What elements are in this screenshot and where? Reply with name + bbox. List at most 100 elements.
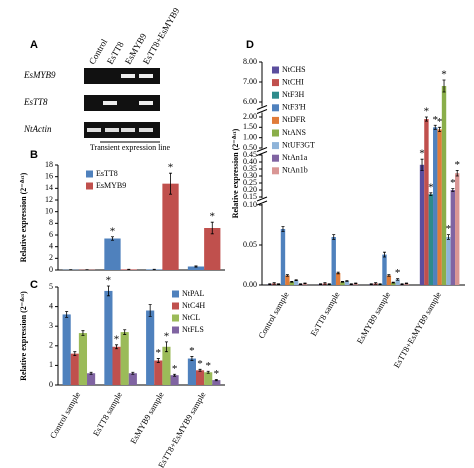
legend-swatch: [86, 170, 93, 178]
y-tick-label: 0.25: [243, 178, 257, 187]
y-tick-label: 0.30: [243, 171, 257, 180]
y-tick-label: 0: [49, 380, 53, 389]
error-bar: [190, 356, 194, 361]
error-bar: [281, 226, 285, 232]
bar: [162, 346, 171, 385]
significance-mark: *: [172, 363, 178, 375]
bar: [302, 283, 308, 285]
bar: [386, 275, 392, 285]
y-tick-label: 18: [45, 160, 53, 169]
significance-mark: *: [110, 225, 116, 237]
bar: [70, 353, 79, 385]
y-tick-label: 16: [45, 171, 53, 180]
bar: [331, 237, 336, 285]
error-bar: [369, 283, 373, 285]
error-bar: [387, 274, 391, 277]
legend-swatch: [172, 302, 179, 310]
bar: [424, 119, 429, 285]
error-bar: [420, 158, 424, 171]
gel-band: [105, 128, 119, 132]
legend-label: NtAn1b: [282, 166, 308, 175]
x-tick-label: EsTT8+EsMYB9 sample: [156, 390, 208, 468]
bar: [428, 194, 434, 285]
y-tick-label: 12: [45, 195, 53, 204]
bar: [344, 281, 350, 285]
bar: [187, 358, 196, 385]
error-bar: [303, 282, 307, 285]
bar: [446, 237, 451, 285]
error-bar: [378, 283, 382, 285]
y-tick-label: 7.00: [243, 77, 257, 86]
gel-band: [139, 101, 153, 105]
y-axis-label: Relative expression (2⁻ᐞᶜᵗ): [19, 172, 28, 262]
legend-swatch: [272, 142, 279, 150]
gel-band: [121, 128, 135, 132]
error-bar: [404, 282, 408, 285]
significance-mark: *: [441, 69, 447, 81]
y-tick-label: 0.45: [243, 150, 257, 159]
error-bar: [156, 358, 160, 363]
bar: [78, 333, 88, 385]
y-tick-label: 0.10: [243, 200, 257, 209]
bar: [441, 86, 447, 285]
error-bar: [106, 285, 110, 297]
error-bar: [294, 279, 298, 281]
error-bar: [323, 282, 327, 285]
row-label: NtActin: [23, 124, 52, 134]
significance-mark: *: [164, 330, 170, 342]
significance-mark: *: [168, 162, 174, 174]
legend-label: EsTT8: [96, 169, 118, 178]
significance-mark: *: [395, 267, 401, 279]
x-tick-label: EsTT8+EsMYB9 sample: [391, 290, 443, 370]
significance-mark: *: [419, 148, 425, 160]
y-tick-label: 1: [49, 360, 53, 369]
y-tick-label: 8: [49, 218, 53, 227]
bar: [395, 279, 400, 285]
error-bar: [148, 304, 152, 317]
error-bar: [345, 280, 349, 282]
bar: [455, 173, 460, 285]
bar: [340, 281, 345, 285]
panel-label: C: [30, 279, 38, 291]
significance-mark: *: [437, 116, 443, 128]
bar: [437, 129, 442, 285]
legend-swatch: [272, 154, 279, 162]
error-bar: [433, 124, 437, 130]
axis-break: [258, 148, 465, 155]
legend-label: NtANS: [282, 128, 306, 137]
legend-swatch: [272, 129, 279, 137]
legend-swatch: [272, 104, 279, 112]
x-tick-label: Control sample: [48, 390, 83, 440]
bar: [293, 280, 299, 285]
panel-label: B: [30, 149, 38, 161]
legend-swatch: [272, 79, 279, 87]
break-mark: [256, 196, 268, 202]
legend-swatch: [172, 326, 179, 334]
legend-swatch: [272, 66, 279, 74]
error-bar: [349, 283, 353, 285]
significance-mark: *: [214, 368, 220, 380]
error-bar: [81, 330, 85, 336]
error-bar: [382, 251, 386, 258]
y-tick-label: 6: [49, 230, 53, 239]
legend-label: NtF3H: [282, 90, 304, 99]
significance-mark: *: [424, 106, 430, 118]
gel-band: [139, 128, 153, 132]
y-tick-label: 4: [49, 241, 53, 250]
break-mark: [256, 200, 268, 206]
legend-label: NtUF3GT: [282, 140, 315, 149]
error-bar: [341, 281, 345, 283]
error-bar: [374, 282, 378, 285]
bar: [204, 372, 213, 385]
error-bar: [115, 344, 119, 350]
legend-label: NtC4H: [182, 301, 205, 310]
break-mark: [256, 105, 268, 110]
legend-label: NtCHS: [282, 65, 306, 74]
x-tick-label: EsTT8 sample: [308, 290, 341, 338]
significance-mark: *: [428, 181, 434, 193]
error-bar: [206, 370, 210, 374]
error-bar: [169, 172, 173, 195]
error-bar: [164, 341, 168, 353]
bar: [382, 254, 387, 285]
